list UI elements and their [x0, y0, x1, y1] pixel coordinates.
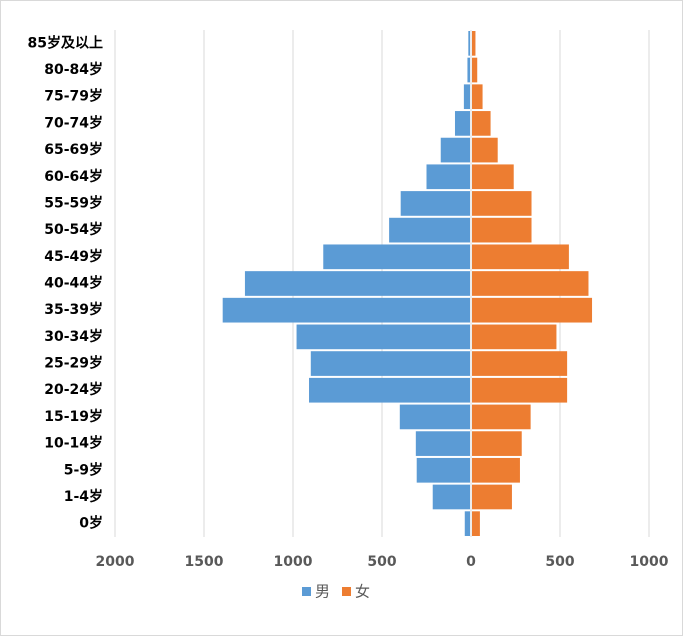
bar: [472, 57, 478, 83]
bar: [222, 297, 470, 323]
bar: [472, 31, 476, 56]
y-tick-label: 50-54岁: [44, 221, 103, 238]
bar: [400, 191, 470, 216]
bar: [454, 111, 470, 136]
y-tick-label: 70-74岁: [44, 114, 103, 131]
bar: [472, 84, 483, 110]
bar: [472, 271, 589, 296]
bar: [432, 484, 470, 510]
y-tick-label: 55-59岁: [44, 194, 103, 211]
bar: [296, 324, 470, 350]
y-tick-label: 60-64岁: [44, 168, 103, 185]
bar: [472, 217, 532, 243]
x-tick-label: 500: [545, 554, 574, 570]
legend-label: 女: [355, 583, 370, 601]
y-tick-label: 15-19岁: [44, 408, 103, 425]
legend-label: 男: [315, 583, 330, 601]
bar: [472, 244, 569, 270]
legend-swatch: [302, 587, 311, 596]
bar: [415, 431, 470, 456]
bar: [472, 137, 498, 163]
bar: [472, 324, 557, 350]
y-tick-label: 0岁: [79, 515, 103, 532]
bar: [472, 457, 520, 483]
y-tick-label: 1-4岁: [64, 488, 103, 505]
x-tick-label: 0: [466, 554, 476, 570]
x-tick-label: 1000: [630, 554, 669, 570]
bar: [323, 244, 470, 270]
y-tick-label: 75-79岁: [44, 88, 103, 105]
y-tick-label: 10-14岁: [44, 435, 103, 452]
bar: [472, 191, 532, 216]
bar: [416, 457, 470, 483]
y-tick-label: 65-69岁: [44, 141, 103, 158]
y-tick-label: 30-34岁: [44, 328, 103, 345]
bar: [440, 137, 470, 163]
y-tick-label: 25-29岁: [44, 355, 103, 372]
x-tick-label: 500: [367, 554, 396, 570]
x-tick-label: 1500: [185, 554, 224, 570]
bar: [472, 511, 480, 536]
bar: [399, 404, 470, 430]
bar: [472, 377, 568, 403]
bar: [463, 84, 470, 110]
bar: [310, 351, 470, 376]
bar: [389, 217, 470, 243]
y-tick-label: 20-24岁: [44, 381, 103, 398]
bar: [472, 164, 514, 190]
x-tick-label: 1000: [274, 554, 313, 570]
y-tick-label: 5-9岁: [64, 461, 103, 478]
bar: [472, 431, 522, 456]
legend-swatch: [342, 587, 351, 596]
bar: [467, 57, 470, 83]
x-tick-label: 2000: [96, 554, 135, 570]
bar: [472, 111, 491, 136]
y-tick-label: 35-39岁: [44, 301, 103, 318]
bar: [309, 377, 470, 403]
bar: [468, 31, 470, 56]
bar: [244, 271, 470, 296]
bar: [472, 297, 593, 323]
y-tick-label: 40-44岁: [44, 275, 103, 292]
y-tick-label: 80-84岁: [44, 61, 103, 78]
bar: [472, 351, 568, 376]
bar: [472, 484, 512, 510]
y-tick-label: 45-49岁: [44, 248, 103, 265]
bar: [472, 404, 531, 430]
bar: [464, 511, 470, 536]
y-tick-label: 85岁及以上: [28, 34, 103, 51]
bar: [426, 164, 470, 190]
